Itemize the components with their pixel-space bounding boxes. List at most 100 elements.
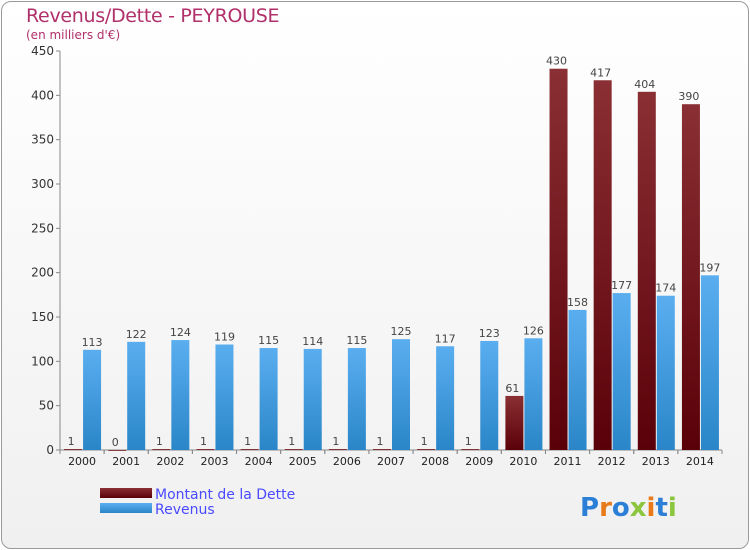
bar-revenus-2009 <box>480 340 499 450</box>
bar-revenus-2003 <box>215 344 234 450</box>
x-tick-label: 2003 <box>200 455 228 468</box>
bar-dette-2003 <box>196 449 215 450</box>
axes: 0 50 100 150 200 250 300 350 400 450 2000 2001 2002 2… <box>31 44 723 468</box>
bar-dette-2006 <box>328 449 347 450</box>
x-tick-label: 2001 <box>112 455 140 468</box>
bar-revenus-2007 <box>392 339 410 450</box>
data-label-revenus: 115 <box>346 334 367 347</box>
data-label-dette: 1 <box>68 435 75 448</box>
data-label-dette: 417 <box>590 66 611 79</box>
x-tick-label: 2011 <box>554 455 582 468</box>
data-label-revenus: 123 <box>479 327 500 340</box>
bar-revenus-2012 <box>612 293 631 450</box>
bar-dette-2014 <box>681 104 700 450</box>
bar-revenus-2004 <box>259 348 278 450</box>
y-tick-label: 200 <box>31 266 54 280</box>
logo-letter: P <box>580 493 599 523</box>
x-tick-label: 2007 <box>377 455 405 468</box>
y-tick-label: 300 <box>31 177 54 191</box>
data-label-dette: 1 <box>421 435 428 448</box>
data-label-revenus: 115 <box>258 334 279 347</box>
logo-letter: r <box>599 493 612 523</box>
data-label-revenus: 158 <box>567 296 588 309</box>
data-label-dette: 1 <box>156 435 163 448</box>
data-label-dette: 1 <box>200 435 207 448</box>
y-tick-label: 400 <box>31 88 54 102</box>
data-label-revenus: 122 <box>126 328 147 341</box>
chart-subtitle: (en milliers d'€) <box>26 28 121 42</box>
data-label-dette: 1 <box>465 435 472 448</box>
bar-dette-2007 <box>373 449 391 450</box>
data-label-revenus: 113 <box>82 336 103 349</box>
logo-letter: x <box>630 493 647 523</box>
bar-dette-2005 <box>284 449 303 450</box>
y-tick-label: 450 <box>31 44 54 58</box>
bar-dette-2002 <box>152 449 171 450</box>
data-label-revenus: 125 <box>391 325 412 338</box>
y-tick-label: 150 <box>31 310 54 324</box>
bar-revenus-2005 <box>303 348 322 450</box>
bar-dette-2009 <box>461 449 480 450</box>
logo-letter: i <box>668 493 677 523</box>
bar-revenus-2013 <box>656 295 675 450</box>
bar-dette-2008 <box>417 449 436 450</box>
data-label-dette: 0 <box>112 436 119 449</box>
y-tick-label: 350 <box>31 133 54 147</box>
bars <box>64 68 719 451</box>
bar-revenus-2011 <box>568 309 587 450</box>
y-tick-label: 100 <box>31 354 54 368</box>
y-tick-label: 250 <box>31 221 54 235</box>
bar-revenus-2008 <box>436 346 455 450</box>
bar-revenus-2014 <box>700 275 719 450</box>
data-label-dette: 390 <box>678 90 699 103</box>
data-label-revenus: 119 <box>214 330 235 343</box>
x-tick-label: 2004 <box>245 455 273 468</box>
y-tick-label: 50 <box>39 399 54 413</box>
data-label-dette: 1 <box>288 435 295 448</box>
data-label-dette: 61 <box>505 382 519 395</box>
data-label-revenus: 124 <box>170 326 191 339</box>
x-tick-label: 2005 <box>289 455 317 468</box>
logo-letter: o <box>612 493 630 523</box>
bar-revenus-2006 <box>347 348 366 450</box>
x-tick-label: 2013 <box>642 455 670 468</box>
x-tick-label: 2006 <box>333 455 361 468</box>
x-tick-label: 2014 <box>686 455 714 468</box>
data-label-revenus: 174 <box>655 282 676 295</box>
y-tick-label: 0 <box>46 443 54 457</box>
x-tick-label: 2002 <box>156 455 184 468</box>
legend-swatch-revenus <box>100 503 152 513</box>
bar-dette-2010 <box>505 395 524 450</box>
proxiti-logo: Proxiti <box>580 493 677 523</box>
x-tick-label: 2000 <box>68 455 96 468</box>
data-label-dette: 1 <box>377 435 384 448</box>
legend-label-dette: Montant de la Dette <box>155 487 295 503</box>
data-label-dette: 1 <box>332 435 339 448</box>
data-label-dette: 1 <box>244 435 251 448</box>
legend-label-revenus: Revenus <box>155 502 215 518</box>
x-tick-label: 2012 <box>598 455 626 468</box>
legend: Montant de la Dette Revenus <box>100 487 295 518</box>
data-label-dette: 404 <box>634 78 655 91</box>
logo-letter: t <box>655 493 667 523</box>
chart-title: Revenus/Dette - PEYROUSE <box>26 5 280 27</box>
bar-dette-2011 <box>549 68 568 450</box>
bar-dette-2004 <box>240 449 259 450</box>
x-tick-label: 2009 <box>465 455 493 468</box>
bar-dette-2013 <box>637 91 656 450</box>
data-label-revenus: 126 <box>523 324 544 337</box>
bar-revenus-2002 <box>171 340 190 450</box>
x-tick-label: 2008 <box>421 455 449 468</box>
data-label-revenus: 177 <box>611 279 632 292</box>
data-label-dette: 430 <box>546 55 567 68</box>
data-label-revenus: 114 <box>302 335 323 348</box>
bar-revenus-2000 <box>83 349 102 450</box>
logo-letter: i <box>647 493 656 523</box>
bar-dette-2000 <box>64 449 83 450</box>
bar-dette-2001 <box>108 450 127 451</box>
bar-revenus-2010 <box>524 338 543 450</box>
bar-dette-2012 <box>593 80 612 450</box>
bar-revenus-2001 <box>127 341 146 450</box>
